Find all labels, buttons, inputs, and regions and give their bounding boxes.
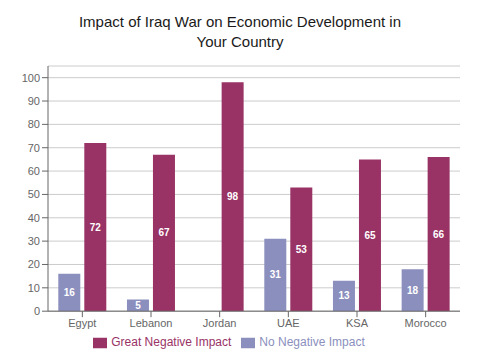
svg-text:50: 50 [28,188,40,200]
svg-text:80: 80 [28,118,40,130]
svg-text:60: 60 [28,165,40,177]
svg-text:5: 5 [135,300,141,311]
svg-text:KSA: KSA [346,317,369,329]
svg-text:98: 98 [227,191,239,202]
svg-text:90: 90 [28,95,40,107]
html-text:Great Negative Impact: Great Negative Impact [111,335,232,350]
svg-text:18: 18 [407,285,419,296]
svg-text:30: 30 [28,235,40,247]
svg-text:Jordan: Jordan [203,317,237,329]
html-text:Your Country: Your Country [196,33,284,50]
svg-text:53: 53 [296,244,308,255]
svg-text:72: 72 [90,222,102,233]
svg-text:65: 65 [364,230,376,241]
svg-text:67: 67 [158,227,170,238]
svg-text:31: 31 [270,269,282,280]
svg-text:70: 70 [28,142,40,154]
html-text:Impact of Iraq War on Economic: Impact of Iraq War on Economic Developme… [79,13,401,30]
svg-text:10: 10 [28,282,40,294]
svg-text:20: 20 [28,258,40,270]
svg-text:UAE: UAE [277,317,300,329]
svg-text:Morocco: Morocco [405,317,447,329]
svg-text:Lebanon: Lebanon [130,317,173,329]
html-text:No Negative Impact: No Negative Impact [259,335,365,350]
svg-text:Egypt: Egypt [68,317,96,329]
svg-text:66: 66 [433,229,445,240]
svg-text:16: 16 [64,287,76,298]
svg-text:100: 100 [22,72,40,84]
svg-text:13: 13 [338,290,350,301]
svg-text:0: 0 [34,305,40,317]
svg-text:40: 40 [28,212,40,224]
